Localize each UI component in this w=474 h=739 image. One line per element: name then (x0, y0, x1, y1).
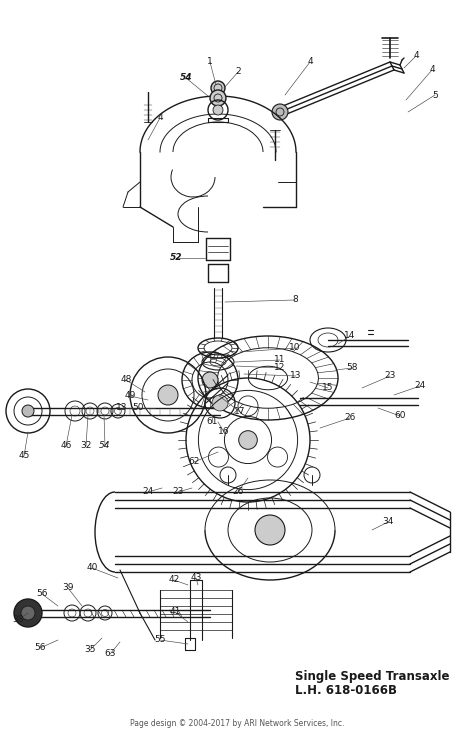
Text: 16: 16 (218, 427, 230, 437)
Text: 63: 63 (104, 650, 116, 658)
Circle shape (21, 606, 35, 620)
Text: 14: 14 (344, 332, 356, 341)
Text: 58: 58 (346, 364, 358, 372)
Text: 24: 24 (414, 381, 426, 390)
Circle shape (212, 395, 228, 411)
Text: 55: 55 (154, 636, 166, 644)
Text: 45: 45 (18, 452, 30, 460)
Circle shape (22, 405, 34, 417)
Circle shape (213, 105, 223, 115)
Text: 26: 26 (344, 414, 356, 423)
Text: 5: 5 (432, 90, 438, 100)
Circle shape (14, 599, 42, 627)
Text: 54: 54 (180, 73, 192, 83)
Text: 39: 39 (62, 584, 74, 593)
Text: 4: 4 (157, 114, 163, 123)
Text: 38: 38 (12, 616, 24, 624)
Text: 4: 4 (429, 66, 435, 75)
Text: 48: 48 (120, 375, 132, 384)
Text: Single Speed Transaxle: Single Speed Transaxle (295, 670, 449, 683)
Text: 41: 41 (169, 607, 181, 616)
Circle shape (202, 372, 218, 388)
Text: 50: 50 (132, 403, 144, 412)
Text: 10: 10 (289, 344, 301, 353)
Text: 23: 23 (173, 488, 184, 497)
Text: 1: 1 (207, 58, 213, 67)
Text: 8: 8 (292, 296, 298, 304)
Text: 62: 62 (188, 457, 200, 466)
Text: Page design © 2004-2017 by ARI Network Services, Inc.: Page design © 2004-2017 by ARI Network S… (130, 719, 344, 728)
Text: 13: 13 (116, 403, 128, 412)
Text: 60: 60 (394, 412, 406, 420)
Text: 15: 15 (322, 384, 334, 392)
Text: 49: 49 (124, 392, 136, 401)
Text: 56: 56 (34, 644, 46, 653)
Circle shape (158, 385, 178, 405)
Text: 4: 4 (307, 58, 313, 67)
Text: 42: 42 (168, 576, 180, 585)
Text: 26: 26 (232, 488, 244, 497)
Text: 43: 43 (191, 573, 202, 582)
Text: 4: 4 (413, 52, 419, 61)
Text: 32: 32 (80, 441, 91, 451)
Text: 34: 34 (383, 517, 394, 526)
Text: 46: 46 (60, 441, 72, 451)
Circle shape (272, 104, 288, 120)
Text: 11: 11 (274, 355, 286, 364)
Text: 40: 40 (86, 564, 98, 573)
Text: 23: 23 (384, 372, 396, 381)
Circle shape (210, 90, 226, 106)
Text: 56: 56 (36, 590, 48, 599)
Text: 2: 2 (235, 67, 241, 77)
Circle shape (255, 515, 285, 545)
Text: L.H. 618-0166B: L.H. 618-0166B (295, 684, 397, 697)
Text: 61: 61 (206, 418, 218, 426)
Circle shape (211, 81, 225, 95)
Circle shape (239, 431, 257, 449)
Text: 24: 24 (142, 488, 154, 497)
Text: 17: 17 (234, 407, 246, 417)
Text: 52: 52 (170, 253, 182, 262)
Text: 12: 12 (274, 364, 286, 372)
Text: 54: 54 (99, 441, 111, 451)
Text: 13: 13 (290, 372, 302, 381)
Text: 35: 35 (84, 645, 96, 655)
